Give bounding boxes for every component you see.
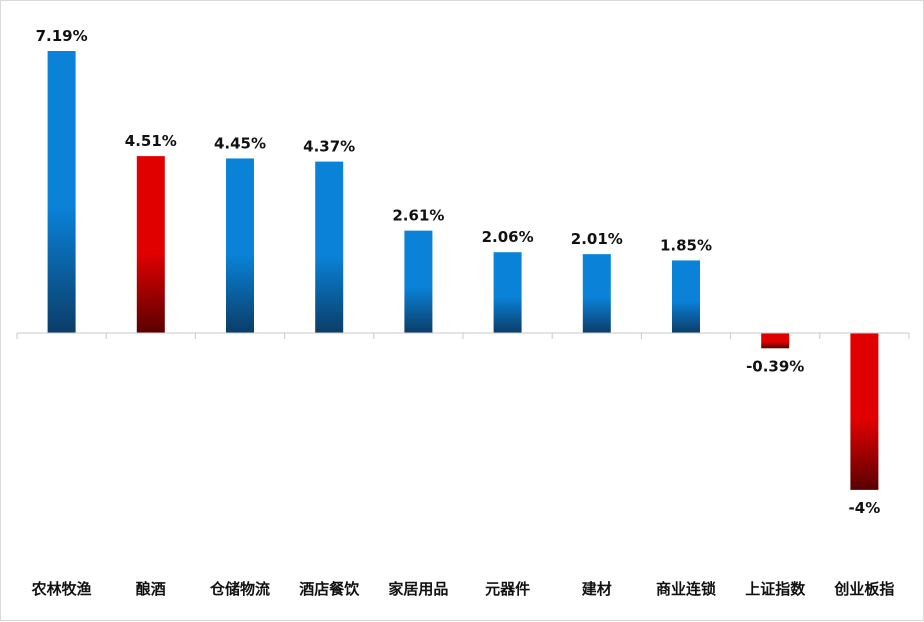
axis-layer: [16, 332, 910, 339]
data-label: 2.01%: [571, 230, 623, 248]
data-label: 2.61%: [392, 207, 444, 225]
data-label: 4.37%: [303, 138, 355, 156]
data-label: -4%: [849, 499, 881, 517]
bar: [493, 252, 522, 333]
bar: [47, 51, 76, 333]
x-tick-label: 创业板指: [833, 580, 894, 598]
data-label: 4.51%: [125, 132, 177, 150]
data-label: -0.39%: [746, 357, 804, 375]
bar: [761, 333, 790, 349]
data-label: 7.19%: [36, 27, 88, 45]
bar: [226, 158, 254, 333]
data-label: 1.85%: [660, 236, 712, 254]
x-tick-label: 上证指数: [745, 580, 806, 598]
x-tick-label: 农林牧渔: [31, 580, 92, 598]
x-tick-label: 酒店餐饮: [299, 580, 360, 598]
labels-layer: 7.19% 农林牧渔 4.51% 酿酒 4.45% 仓储物流 4.37% 酒店餐饮 2.61% 家…: [31, 27, 895, 598]
bar: [582, 254, 611, 333]
x-tick-label: 元器件: [485, 580, 530, 598]
x-tick-label: 酿酒: [136, 580, 166, 598]
data-label: 4.45%: [214, 134, 266, 152]
x-tick-label: 建材: [582, 580, 612, 598]
bar: [672, 260, 700, 333]
bar: [136, 156, 165, 333]
x-tick-label: 商业连锁: [656, 580, 716, 598]
x-tick-label: 仓储物流: [209, 580, 270, 598]
data-label: 2.06%: [482, 228, 534, 246]
bar: [404, 230, 433, 333]
x-tick-label: 家居用品: [388, 580, 448, 598]
bar: [850, 333, 879, 490]
bar: [315, 161, 344, 333]
bars-layer: [47, 51, 879, 490]
